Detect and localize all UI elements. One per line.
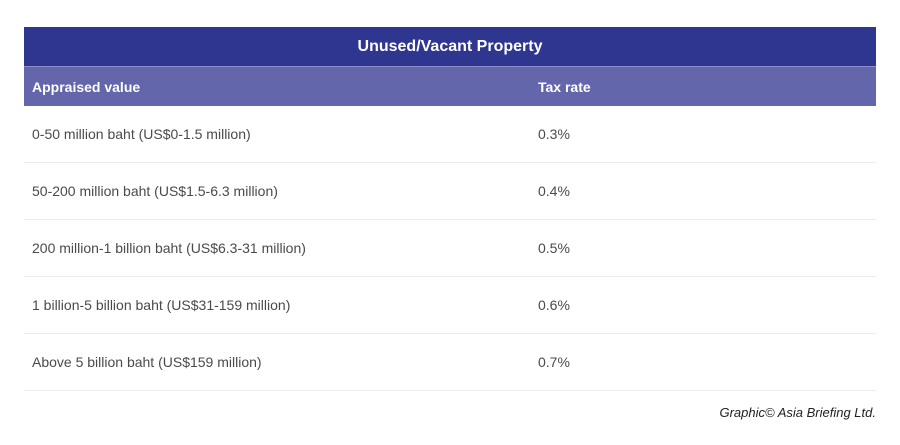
tax-rate-cell: 0.4% xyxy=(538,183,570,199)
table-row: 50-200 million baht (US$1.5-6.3 million)… xyxy=(24,163,876,220)
table-row: 0-50 million baht (US$0-1.5 million) 0.3% xyxy=(24,106,876,163)
header-appraised-value: Appraised value xyxy=(32,78,141,95)
table-row: 1 billion-5 billion baht (US$31-159 mill… xyxy=(24,277,876,334)
graphic-credit: Graphic© Asia Briefing Ltd. xyxy=(719,405,876,420)
tax-rate-table: Unused/Vacant Property Appraised value T… xyxy=(24,27,876,391)
appraised-value-cell: 50-200 million baht (US$1.5-6.3 million) xyxy=(32,183,278,199)
appraised-value-cell: Above 5 billion baht (US$159 million) xyxy=(32,354,262,370)
appraised-value-cell: 200 million-1 billion baht (US$6.3-31 mi… xyxy=(32,240,306,256)
tax-rate-cell: 0.7% xyxy=(538,354,570,370)
table-header-row: Appraised value Tax rate xyxy=(24,67,876,106)
appraised-value-cell: 0-50 million baht (US$0-1.5 million) xyxy=(32,126,251,142)
appraised-value-cell: 1 billion-5 billion baht (US$31-159 mill… xyxy=(32,297,291,313)
table-row: 200 million-1 billion baht (US$6.3-31 mi… xyxy=(24,220,876,277)
header-tax-rate: Tax rate xyxy=(538,78,591,95)
tax-rate-cell: 0.3% xyxy=(538,126,570,142)
tax-rate-cell: 0.5% xyxy=(538,240,570,256)
table-row: Above 5 billion baht (US$159 million) 0.7… xyxy=(24,334,876,391)
tax-rate-cell: 0.6% xyxy=(538,297,570,313)
table-title: Unused/Vacant Property xyxy=(24,27,876,67)
